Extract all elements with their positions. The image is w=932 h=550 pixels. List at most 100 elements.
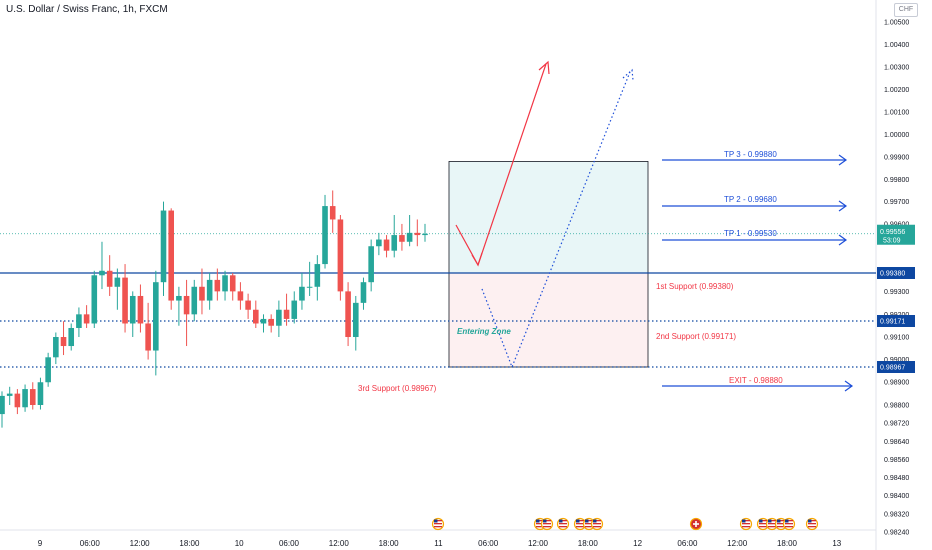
candle <box>315 255 321 300</box>
us-flag-icon[interactable] <box>784 519 795 530</box>
support1-label: 1st Support (0.99380) <box>656 282 734 291</box>
time-tick: 18:00 <box>179 539 200 548</box>
price-tick: 0.98720 <box>884 421 909 428</box>
time-tick: 12:00 <box>329 539 350 548</box>
price-tick: 0.99700 <box>884 199 909 206</box>
candle <box>415 219 421 246</box>
candle <box>161 202 167 296</box>
time-tick: 06:00 <box>279 539 300 548</box>
price-tick: 1.00300 <box>884 65 909 72</box>
candle <box>122 264 128 332</box>
tp2-label: TP 2 - 0.99680 <box>724 195 777 204</box>
candle <box>338 215 344 301</box>
time-tick: 12:00 <box>727 539 748 548</box>
candle <box>91 271 97 328</box>
us-flag-icon[interactable] <box>807 519 818 530</box>
price-tick: 0.99800 <box>884 177 909 184</box>
candle <box>207 273 213 310</box>
time-tick: 12 <box>633 539 642 548</box>
time-tick: 18:00 <box>578 539 599 548</box>
price-tick: 0.98320 <box>884 511 909 518</box>
time-axis[interactable]: 9 06:00 12:00 18:00 10 06:00 12:00 18:00 11 06:00… <box>38 539 842 548</box>
candle <box>276 301 282 337</box>
candle <box>307 262 313 296</box>
candle <box>145 303 151 360</box>
time-tick: 9 <box>38 539 43 548</box>
time-tick: 12:00 <box>130 539 151 548</box>
candle <box>0 391 5 427</box>
us-flag-icon[interactable] <box>433 519 444 530</box>
price-tick: 0.98240 <box>884 530 909 537</box>
level-badge-text: 0.99171 <box>880 319 905 326</box>
price-tick: 1.00100 <box>884 110 909 117</box>
price-tick: 1.00500 <box>884 20 909 27</box>
time-tick: 06:00 <box>80 539 101 548</box>
candle <box>322 195 328 269</box>
candle <box>168 208 174 309</box>
price-tick: 0.98560 <box>884 457 909 464</box>
ch-flag-icon[interactable] <box>691 519 702 530</box>
us-flag-icon[interactable] <box>558 519 569 530</box>
blue-dotted-arrow-head <box>623 70 633 80</box>
candle <box>299 273 305 310</box>
price-tick: 1.00200 <box>884 87 909 94</box>
price-badges: 0.993800.991710.989670.9955653:09 <box>877 225 915 373</box>
time-tick: 06:00 <box>677 539 698 548</box>
time-tick: 06:00 <box>478 539 499 548</box>
candle <box>253 301 259 328</box>
entering-zone-label: Entering Zone <box>457 327 511 336</box>
candle <box>76 307 82 337</box>
us-flag-icon[interactable] <box>542 519 553 530</box>
candle <box>368 240 374 292</box>
candle <box>330 190 336 232</box>
candle <box>191 280 197 321</box>
tp1-label: TP 1 - 0.99530 <box>724 229 777 238</box>
countdown-text: 53:09 <box>883 238 901 245</box>
candle <box>422 224 428 242</box>
level-badge-text: 0.99380 <box>880 271 905 278</box>
event-icons <box>433 519 818 530</box>
candle <box>176 287 182 326</box>
candle <box>138 284 144 332</box>
candle <box>107 255 113 296</box>
candle <box>399 224 405 251</box>
time-tick: 18:00 <box>379 539 400 548</box>
support3-label: 3rd Support (0.98967) <box>358 384 437 393</box>
us-flag-icon[interactable] <box>592 519 603 530</box>
candle <box>53 333 59 365</box>
candle <box>22 385 28 412</box>
price-tick: 0.98640 <box>884 439 909 446</box>
candle <box>184 280 190 346</box>
price-tick: 1.00400 <box>884 42 909 49</box>
candle <box>391 215 397 257</box>
candle <box>222 271 228 301</box>
candle <box>45 353 51 387</box>
us-flag-icon[interactable] <box>741 519 752 530</box>
price-tick: 0.99300 <box>884 289 909 296</box>
price-tick: 0.98900 <box>884 380 909 387</box>
candle <box>268 314 274 332</box>
time-tick: 10 <box>235 539 244 548</box>
candle <box>7 387 13 405</box>
current-price-text: 0.99556 <box>880 229 905 236</box>
candle <box>130 291 136 337</box>
candle <box>84 305 90 328</box>
candle <box>353 296 359 351</box>
price-tick: 0.99900 <box>884 155 909 162</box>
support2-label: 2nd Support (0.99171) <box>656 332 736 341</box>
price-tick: 0.98400 <box>884 493 909 500</box>
candle <box>61 321 67 355</box>
candle <box>230 273 236 301</box>
tp-zone[interactable] <box>449 161 648 273</box>
time-tick: 11 <box>434 539 443 548</box>
tp3-label: TP 3 - 0.99880 <box>724 150 777 159</box>
candle <box>15 389 21 414</box>
entry-zone[interactable] <box>449 273 648 367</box>
candle <box>376 233 382 255</box>
candle <box>153 271 159 376</box>
candle <box>99 242 105 289</box>
time-tick: 13 <box>832 539 841 548</box>
candle <box>38 378 44 410</box>
time-tick: 18:00 <box>777 539 798 548</box>
